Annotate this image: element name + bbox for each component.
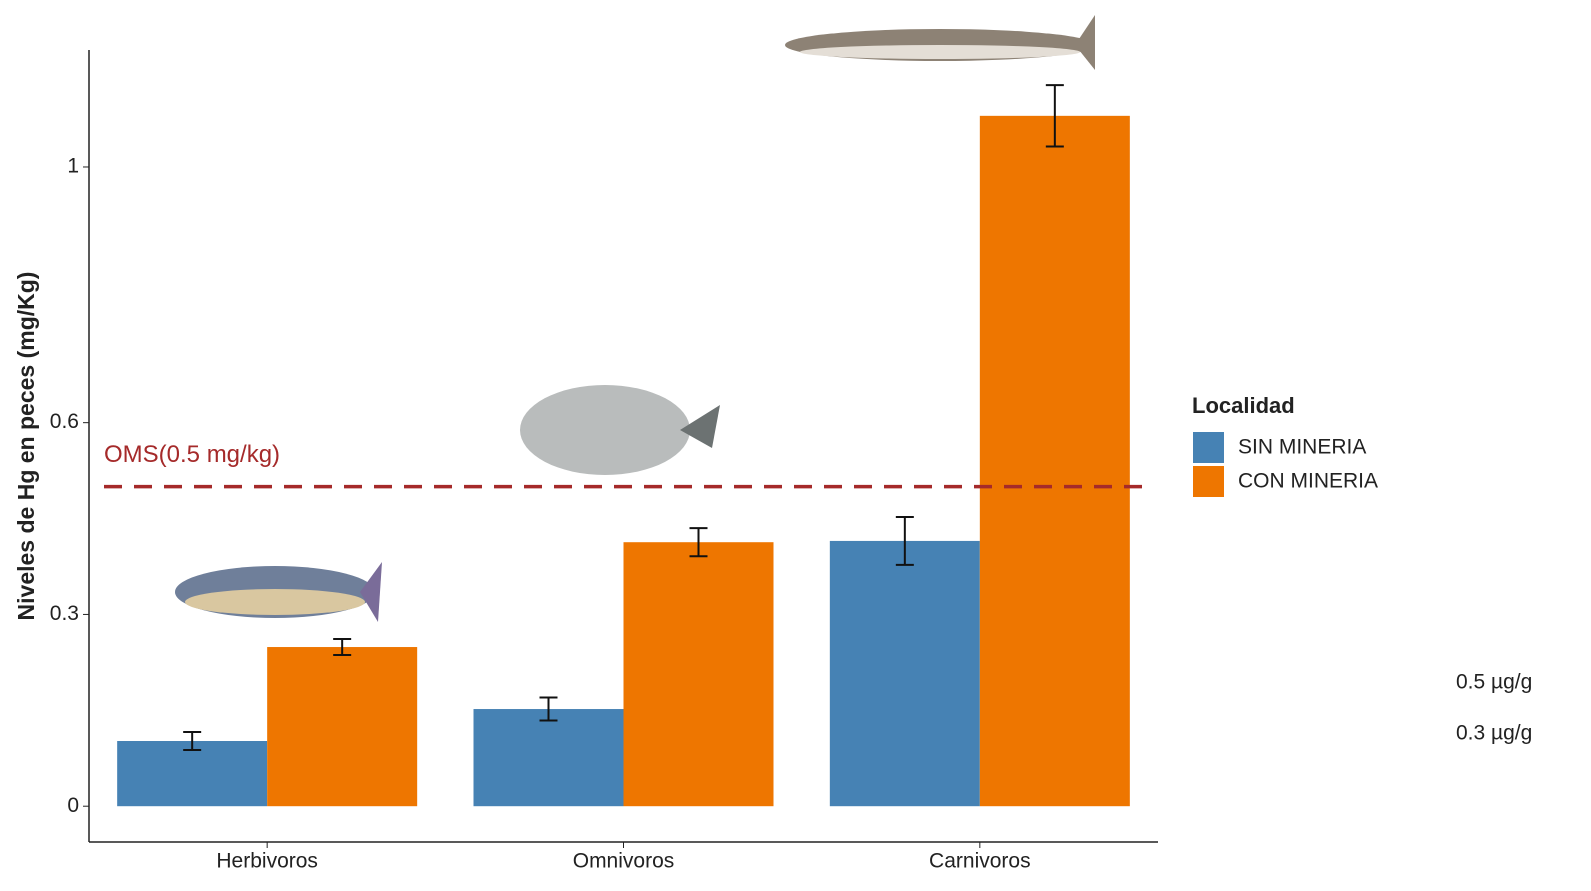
bar [267, 647, 418, 807]
legend-swatch [1193, 432, 1224, 463]
y-tick-label: 0 [67, 794, 79, 817]
y-tick-label: 1 [67, 155, 79, 178]
fish-omnivore [520, 385, 720, 475]
bar [117, 741, 268, 807]
bar [829, 540, 980, 807]
error-bar [183, 731, 202, 751]
y-axis-label: Niveles de Hg en peces (mg/Kg) [13, 272, 39, 621]
y-tick-label: 0.3 [50, 602, 79, 625]
x-tick-label: Carnivoros [929, 850, 1031, 873]
reference-label: OMS(0.5 mg/kg) [104, 441, 280, 468]
x-tick-label: Herbivoros [216, 850, 318, 873]
fish-herbivore [175, 562, 382, 622]
error-bar [1045, 84, 1064, 148]
bar [623, 542, 774, 807]
error-bar [333, 638, 352, 657]
legend-label: CON MINERIA [1238, 470, 1378, 493]
x-tick-label: Omnivoros [573, 850, 675, 873]
error-bar [895, 515, 914, 566]
legend-title: Localidad [1192, 393, 1295, 418]
error-bar [539, 696, 558, 722]
legend-swatch [1193, 466, 1224, 497]
y-tick-label: 0.6 [50, 410, 79, 433]
bar [473, 709, 624, 807]
annotation: 0.5 µg/g [1456, 671, 1532, 694]
fish-carnivore [785, 15, 1095, 70]
error-bar [689, 527, 708, 558]
legend-label: SIN MINERIA [1238, 436, 1366, 459]
bar [979, 115, 1130, 807]
annotation: 0.3 µg/g [1456, 722, 1532, 745]
